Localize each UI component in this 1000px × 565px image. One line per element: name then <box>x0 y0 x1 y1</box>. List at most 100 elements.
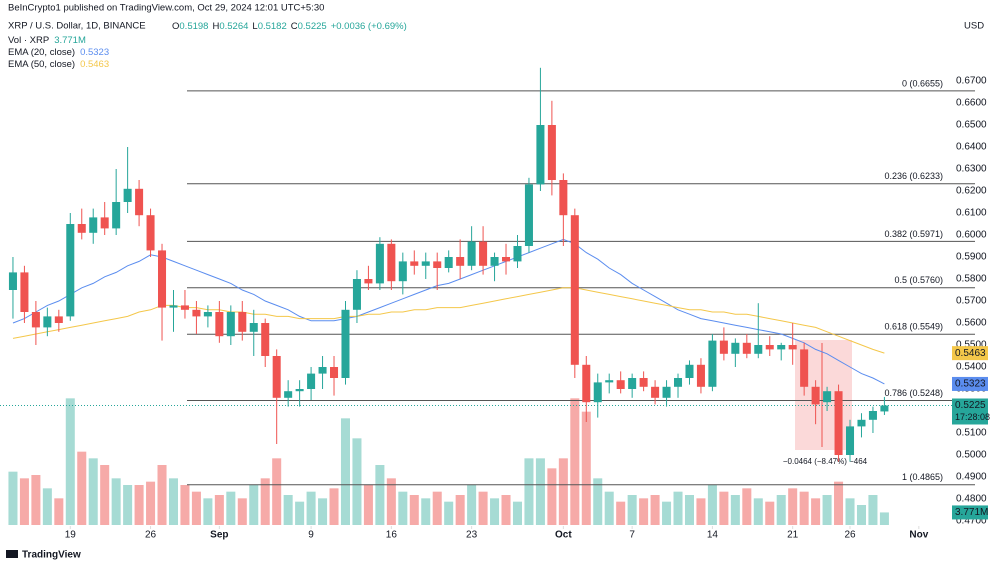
volume-bar <box>558 458 568 525</box>
y-tick-label: 0.5500 <box>956 340 987 351</box>
candle-body <box>823 391 832 403</box>
volume-bar <box>260 478 270 525</box>
volume-bar <box>834 481 844 525</box>
volume-bar <box>134 485 144 525</box>
volume-bar <box>398 491 408 525</box>
legend-value: 0.5323 <box>80 47 109 58</box>
candle-body <box>674 378 683 387</box>
y-tick-label: 0.4900 <box>956 472 987 483</box>
candle-body <box>31 312 40 328</box>
volume-bar <box>111 478 121 525</box>
volume-bar <box>54 498 64 525</box>
ema20-tag-label: 0.5323 <box>955 379 986 390</box>
candle-body <box>180 305 189 310</box>
volume-bar <box>19 478 29 525</box>
legend-entry: EMA (50, close) 0.5463 <box>8 59 109 70</box>
x-tick-label: Sep <box>210 530 228 541</box>
candle-body <box>20 272 29 312</box>
volume-bar <box>363 485 373 525</box>
x-tick-label: 19 <box>65 530 77 541</box>
candle-body <box>800 349 809 387</box>
volume-bar <box>581 411 591 525</box>
candle-body <box>616 380 625 389</box>
volume-bar <box>742 488 752 525</box>
x-tick-label: Oct <box>555 530 572 541</box>
volume-bar <box>203 498 213 525</box>
candle-body <box>249 323 258 332</box>
candle-body <box>433 261 442 268</box>
candle-body <box>226 312 235 337</box>
volume-bar <box>730 495 740 525</box>
candle-body <box>307 373 316 389</box>
candle-body <box>341 309 350 378</box>
y-tick-label: 0.5900 <box>956 252 987 263</box>
ohlc-row: O0.5198 H0.5264 L0.5182 C0.5225 +0.0036 (+0.… <box>172 21 407 32</box>
volume-bar <box>123 485 133 525</box>
volume-bar <box>65 398 75 525</box>
x-tick-label: Nov <box>909 530 928 541</box>
candle-body <box>89 217 98 233</box>
candle-body <box>387 243 396 282</box>
volume-bar <box>673 491 683 525</box>
candle-body <box>513 246 522 262</box>
volume-bar <box>868 495 878 525</box>
candle-body <box>765 345 774 350</box>
volume-bar <box>490 498 500 525</box>
volume-bar <box>329 488 339 525</box>
volume-bar <box>639 498 649 525</box>
volume-bar <box>31 475 41 525</box>
candle-body <box>685 364 694 378</box>
volume-bar <box>455 495 465 525</box>
legend-entry: Vol · XRP 3.771M <box>8 35 86 46</box>
candle-body <box>524 184 533 246</box>
volume-bar <box>719 491 729 525</box>
ohlc-value: 0.5225 <box>298 21 327 32</box>
candle-body <box>295 389 304 392</box>
volume-tag-label: 3.771M <box>955 507 988 518</box>
published-note: BeInCrypto1 published on TradingView.com… <box>8 3 324 14</box>
candle-body <box>43 316 52 328</box>
volume-bar <box>650 495 660 525</box>
candle-body <box>696 364 705 387</box>
candle-body <box>857 419 866 427</box>
candle-body <box>444 257 453 268</box>
volume-bar <box>214 495 224 525</box>
volume-bar <box>352 438 362 525</box>
candle-body <box>536 125 545 185</box>
candle-body <box>146 215 155 251</box>
candle-body <box>169 305 178 308</box>
candle-body <box>490 257 499 266</box>
candle-body <box>203 312 212 317</box>
volume-bar <box>799 491 809 525</box>
y-tick-label: 0.5100 <box>956 428 987 439</box>
volume-bar <box>684 495 694 525</box>
y-tick-label: 0.4700 <box>956 516 987 527</box>
volume-bar <box>421 498 431 525</box>
last-price-tag-label: 0.5225 <box>955 400 986 411</box>
candle-body <box>754 345 763 354</box>
candle-body <box>284 391 293 398</box>
volume-bar <box>524 458 534 525</box>
legend-name: EMA (20, close) <box>8 47 75 58</box>
candle-body <box>192 309 201 317</box>
volume-bar <box>340 418 351 525</box>
candle-body <box>421 261 430 266</box>
volume-bar <box>77 451 87 525</box>
volume-bar <box>42 488 52 525</box>
x-tick-label: 21 <box>787 530 799 541</box>
candle-body <box>410 261 419 266</box>
candle-body <box>135 188 144 216</box>
candle-body <box>54 316 63 323</box>
candle-body <box>158 250 167 308</box>
y-tick-label: 0.6000 <box>956 230 987 241</box>
candle-body <box>456 257 465 266</box>
y-tick-label: 0.6300 <box>956 164 987 175</box>
volume-bar <box>283 495 293 525</box>
candle-body <box>215 312 224 337</box>
ohlc-key: L <box>252 21 257 32</box>
candle-body <box>846 426 855 455</box>
volume-bar <box>226 491 236 525</box>
volume-bar <box>765 501 775 525</box>
